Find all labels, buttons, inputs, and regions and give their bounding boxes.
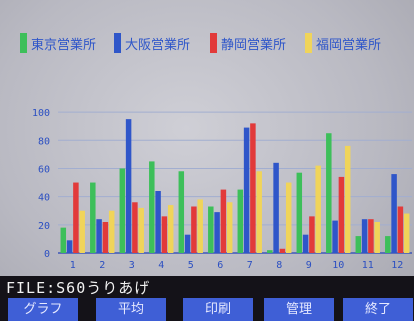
bar xyxy=(226,202,233,253)
bar xyxy=(309,216,315,253)
manage-button[interactable]: 管理 xyxy=(264,298,334,321)
bar xyxy=(96,219,102,253)
bar xyxy=(138,207,144,253)
bar xyxy=(102,222,109,253)
y-tick-label: 0 xyxy=(44,249,50,260)
bar xyxy=(119,168,126,253)
bar xyxy=(355,236,362,253)
file-name: S60うりあげ xyxy=(56,279,151,297)
bar xyxy=(273,162,279,253)
bar xyxy=(302,234,309,253)
bar xyxy=(161,216,168,253)
bar xyxy=(79,210,85,253)
x-tick-label: 12 xyxy=(391,260,403,271)
x-tick-label: 7 xyxy=(247,260,253,271)
bar xyxy=(184,234,191,253)
bar xyxy=(191,206,197,253)
y-tick-label: 80 xyxy=(38,136,50,147)
bar xyxy=(296,172,303,253)
bar xyxy=(344,145,351,253)
bar xyxy=(250,123,256,253)
bar xyxy=(243,127,250,253)
legend-label: 静岡営業所 xyxy=(221,37,286,53)
bar xyxy=(403,213,410,253)
y-tick-label: 20 xyxy=(38,221,50,232)
y-axis-ticks: 0 20 40 60 80 100 xyxy=(32,108,50,260)
x-tick-label: 10 xyxy=(332,260,344,271)
bar xyxy=(397,206,404,253)
bar xyxy=(214,212,220,253)
bar xyxy=(66,240,73,253)
x-axis-ticks: 1 2 3 4 5 6 7 8 9 10 11 12 xyxy=(70,260,404,271)
bar xyxy=(332,220,338,253)
bar xyxy=(220,189,227,253)
x-tick-label: 1 xyxy=(70,260,76,271)
y-tick-label: 40 xyxy=(38,193,50,204)
bar xyxy=(197,199,203,253)
legend-swatch xyxy=(210,33,217,53)
bar xyxy=(90,182,96,253)
legend-swatch xyxy=(114,33,121,53)
bar xyxy=(315,165,321,253)
chart-grid xyxy=(58,111,412,254)
file-prefix: FILE: xyxy=(6,279,57,297)
bar xyxy=(60,227,67,253)
x-tick-label: 9 xyxy=(306,260,312,271)
x-tick-label: 8 xyxy=(276,260,282,271)
bar xyxy=(385,236,391,253)
bar xyxy=(108,210,115,253)
bar xyxy=(132,202,138,253)
y-tick-label: 100 xyxy=(32,108,50,119)
x-tick-label: 3 xyxy=(129,260,135,271)
x-tick-label: 6 xyxy=(217,260,223,271)
legend-swatch xyxy=(20,33,27,53)
bar xyxy=(178,171,185,253)
x-tick-label: 11 xyxy=(362,260,374,271)
bar xyxy=(256,171,262,253)
legend-label: 福岡営業所 xyxy=(316,37,381,53)
bar xyxy=(368,219,374,253)
legend-swatch xyxy=(305,33,312,53)
legend-label: 大阪営業所 xyxy=(125,37,190,53)
chart-legend: 東京営業所 大阪営業所 静岡営業所 福岡営業所 xyxy=(20,33,381,53)
x-tick-label: 4 xyxy=(158,260,164,271)
graph-button[interactable]: グラフ xyxy=(8,298,78,321)
bar xyxy=(167,205,174,253)
bar xyxy=(361,219,368,253)
bar xyxy=(285,182,292,253)
x-tick-label: 2 xyxy=(99,260,105,271)
bar xyxy=(267,250,273,253)
y-tick-label: 60 xyxy=(38,164,50,175)
bar xyxy=(125,119,132,254)
x-tick-label: 5 xyxy=(188,260,194,271)
bar xyxy=(391,174,397,253)
bar xyxy=(149,161,155,253)
bar xyxy=(279,248,286,253)
bar xyxy=(338,176,345,253)
file-name-line: FILE:S60うりあげ xyxy=(6,279,150,297)
average-button[interactable]: 平均 xyxy=(96,298,166,321)
legend-label: 東京営業所 xyxy=(31,37,96,53)
exit-button[interactable]: 終了 xyxy=(343,298,413,321)
bar xyxy=(155,191,161,253)
bar xyxy=(73,182,79,253)
chart-bars xyxy=(60,119,410,254)
bar xyxy=(326,133,332,253)
bar xyxy=(237,189,244,253)
bar xyxy=(208,206,214,253)
bar xyxy=(374,222,380,253)
print-button[interactable]: 印刷 xyxy=(183,298,253,321)
